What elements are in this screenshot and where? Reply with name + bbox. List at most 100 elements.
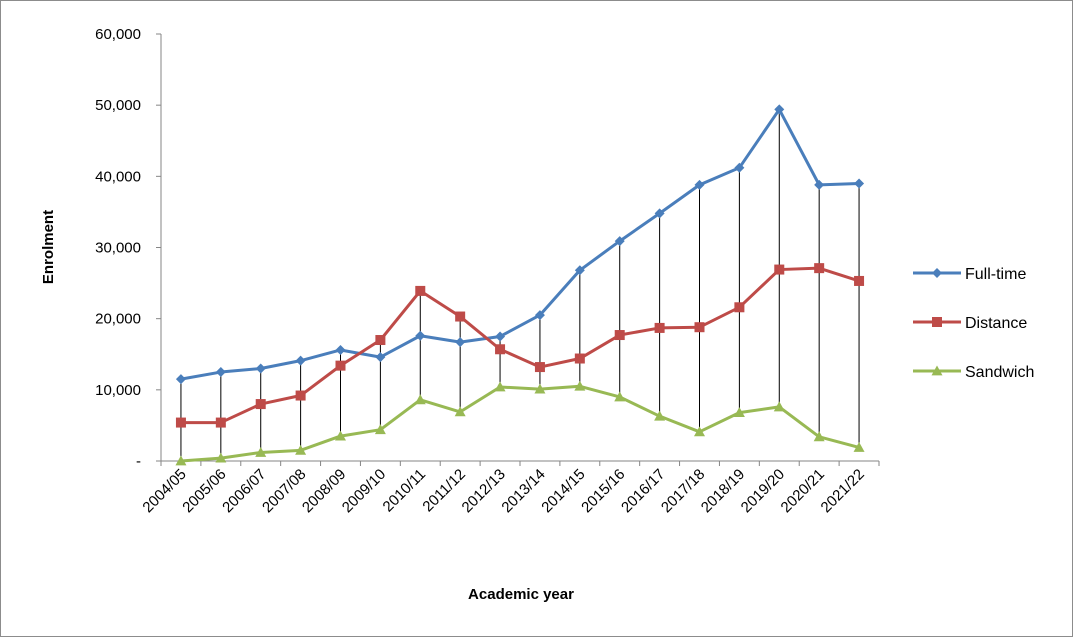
y-axis-title: Enrolment — [40, 210, 57, 284]
x-tick-label: 2013/14 — [498, 466, 548, 516]
data-point-full-time — [215, 367, 226, 378]
high-low-lines — [180, 109, 860, 461]
x-tick-label: 2012/13 — [459, 466, 509, 516]
legend-item-distance: Distance — [913, 315, 1027, 332]
series-line-full-time — [180, 107, 860, 381]
data-point-sandwich — [175, 455, 187, 466]
data-point-distance — [814, 263, 825, 274]
data-point-sandwich — [295, 444, 307, 455]
data-point-distance — [495, 344, 506, 355]
data-point-distance — [415, 285, 426, 296]
legend-marker-distance — [932, 317, 942, 327]
x-tick-label: 2021/22 — [818, 466, 868, 516]
data-point-full-time — [774, 104, 785, 115]
legend-marker-full-time — [932, 268, 942, 278]
x-tick-label: 2007/08 — [259, 466, 309, 516]
data-point-full-time — [694, 179, 705, 190]
legend-label-sandwich: Sandwich — [965, 364, 1034, 381]
data-point-sandwich — [414, 394, 426, 405]
series-line-distance — [180, 266, 860, 425]
data-point-distance — [534, 362, 545, 373]
x-axis-title: Academic year — [468, 586, 574, 603]
x-tick-label: 2006/07 — [219, 466, 269, 516]
data-point-distance — [335, 360, 346, 371]
legend: Full-time Distance Sandwich — [913, 266, 1034, 381]
data-point-full-time — [814, 179, 825, 190]
data-point-distance — [654, 322, 665, 333]
data-point-full-time — [375, 352, 386, 363]
data-point-sandwich — [494, 381, 506, 392]
x-axis-ticks: 2004/052005/062006/072007/082008/092009/… — [139, 461, 880, 516]
data-point-full-time — [734, 162, 745, 173]
y-tick-label: 20,000 — [95, 311, 141, 328]
x-tick-label: 2004/05 — [139, 466, 189, 516]
series-sandwich — [175, 380, 865, 466]
x-tick-label: 2017/18 — [658, 466, 708, 516]
legend-item-sandwich: Sandwich — [913, 364, 1034, 381]
data-point-sandwich — [853, 441, 865, 452]
data-point-distance — [175, 417, 186, 428]
data-point-distance — [215, 417, 226, 428]
y-tick-label: 50,000 — [95, 97, 141, 114]
data-point-sandwich — [454, 406, 466, 417]
data-point-distance — [574, 353, 585, 364]
data-point-sandwich — [694, 426, 705, 437]
data-point-sandwich — [335, 430, 346, 441]
data-point-distance — [375, 335, 386, 346]
data-point-full-time — [415, 330, 426, 341]
data-point-distance — [255, 399, 266, 410]
y-tick-label: - — [136, 453, 141, 470]
data-point-full-time — [614, 236, 625, 247]
y-tick-label: 30,000 — [95, 240, 141, 257]
data-point-distance — [614, 330, 625, 341]
data-point-sandwich — [255, 446, 267, 457]
data-point-sandwich — [614, 391, 626, 402]
data-point-distance — [854, 275, 865, 286]
x-tick-label: 2018/19 — [698, 466, 748, 516]
x-tick-label: 2005/06 — [179, 466, 229, 516]
legend-marker-sandwich — [931, 365, 943, 376]
y-tick-label: 60,000 — [95, 26, 141, 43]
y-axis-ticks: - 10,000 20,000 30,000 40,000 50,000 60,000 — [95, 26, 161, 470]
data-point-sandwich — [374, 424, 386, 435]
data-point-full-time — [295, 355, 306, 366]
x-tick-label: 2019/20 — [738, 466, 788, 516]
data-point-sandwich — [574, 380, 586, 391]
legend-label-full-time: Full-time — [965, 266, 1026, 283]
data-point-sandwich — [534, 383, 546, 394]
x-tick-label: 2020/21 — [778, 466, 828, 516]
data-point-full-time — [654, 208, 665, 219]
data-point-sandwich — [733, 407, 745, 418]
x-tick-label: 2015/16 — [578, 466, 628, 516]
data-point-distance — [774, 264, 785, 275]
series-distance — [175, 263, 865, 428]
data-point-sandwich — [215, 452, 227, 463]
data-point-distance — [295, 390, 306, 401]
data-point-distance — [694, 322, 705, 333]
data-point-sandwich — [813, 431, 825, 442]
data-point-full-time — [854, 178, 865, 189]
x-tick-label: 2014/15 — [538, 466, 588, 516]
series-line-sandwich — [180, 384, 860, 463]
data-point-distance — [734, 302, 745, 313]
legend-label-distance: Distance — [965, 315, 1027, 332]
legend-item-full-time: Full-time — [913, 266, 1026, 283]
x-tick-label: 2009/10 — [339, 466, 389, 516]
series-layer — [175, 104, 865, 466]
data-point-full-time — [175, 374, 186, 385]
data-point-full-time — [255, 363, 266, 374]
data-point-sandwich — [773, 401, 785, 412]
series-full-time — [175, 104, 865, 385]
data-point-full-time — [534, 310, 545, 321]
data-point-sandwich — [654, 410, 666, 421]
x-tick-label: 2016/17 — [618, 466, 668, 516]
x-tick-label: 2008/09 — [299, 466, 349, 516]
data-point-full-time — [574, 265, 585, 276]
y-tick-label: 10,000 — [95, 382, 141, 399]
y-tick-label: 40,000 — [95, 168, 141, 185]
data-point-distance — [455, 311, 466, 322]
data-point-full-time — [455, 337, 466, 348]
x-tick-label: 2010/11 — [380, 466, 430, 516]
